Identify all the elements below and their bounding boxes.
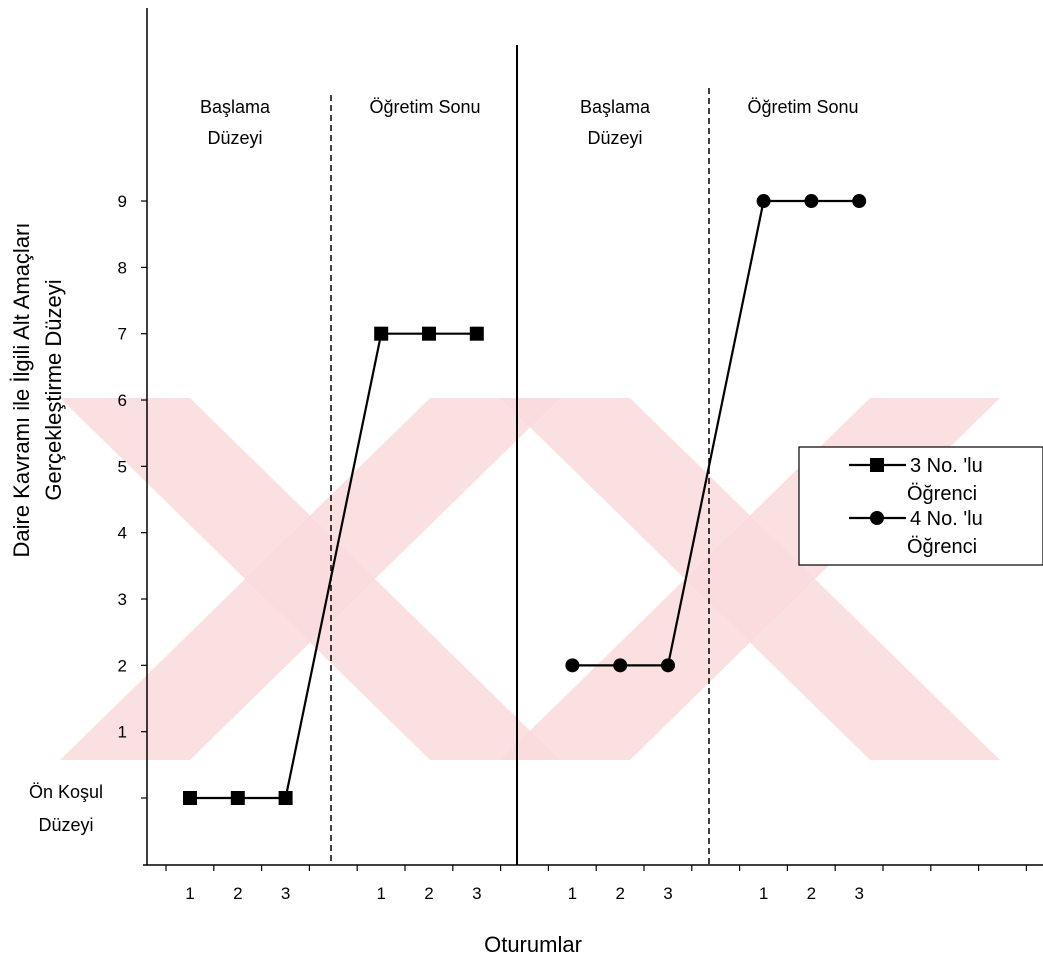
phase-label: Düzeyi <box>587 128 642 148</box>
phase-label: Öğretim Sonu <box>369 97 480 117</box>
phase-label: Öğretim Sonu <box>747 97 858 117</box>
y-tick-label: 1 <box>118 723 127 742</box>
y-axis-label-line: Gerçekleştirme Düzeyi <box>41 279 66 500</box>
x-tick-label: 3 <box>281 884 290 903</box>
legend-entry-text: 4 No. 'lu <box>910 508 983 530</box>
data-point-circle <box>565 658 580 673</box>
axes <box>141 8 1043 871</box>
data-point-square <box>278 791 293 805</box>
y-tick-label: 7 <box>118 325 127 344</box>
y-axis-label: Daire Kavramı ile İlgili Alt Amaçları Ger… <box>9 223 66 558</box>
legend-box <box>798 446 1043 566</box>
x-tick-label: 1 <box>376 884 385 903</box>
phase-label: Başlama <box>580 97 651 117</box>
data-point-circle <box>661 658 675 673</box>
x-tick-label: 2 <box>424 884 433 903</box>
y-baseline-label: Düzeyi <box>38 815 93 835</box>
phase-label: Başlama <box>200 97 271 117</box>
legend-marker-circle <box>870 511 884 525</box>
data-point-circle <box>804 194 819 209</box>
legend-marker-square <box>870 458 884 472</box>
y-tick-label: 8 <box>118 258 127 277</box>
y-tick-label: 2 <box>118 656 127 675</box>
series-line <box>572 199 860 667</box>
data-point-circle <box>852 194 867 209</box>
tick-labels: 1 2 3 4 5 6 7 8 9 Ön Koşul Düzeyi 1 2 3 1 2 3 1 2 3 1 2 3 <box>29 192 864 903</box>
data-point-circle <box>613 658 628 673</box>
data-point-square <box>469 326 484 341</box>
x-tick-label: 1 <box>185 884 194 903</box>
phase-label: Düzeyi <box>207 128 262 148</box>
x-tick-label: 3 <box>472 884 481 903</box>
y-tick-label: 9 <box>118 192 127 211</box>
series-line <box>190 332 477 800</box>
series-1 <box>183 326 484 805</box>
y-axis-label-line: Daire Kavramı ile İlgili Alt Amaçları <box>9 223 34 558</box>
data-point-square <box>422 326 436 341</box>
x-tick-label: 1 <box>759 884 768 903</box>
y-tick-label: 6 <box>118 391 127 410</box>
y-tick-label: 5 <box>118 457 127 476</box>
x-tick-label: 2 <box>807 884 816 903</box>
x-tick-label: 1 <box>568 884 577 903</box>
data-point-square <box>183 791 197 805</box>
x-axis-label: Oturumlar <box>484 932 582 957</box>
y-baseline-label: Ön Koşul <box>29 782 103 802</box>
series <box>183 194 867 805</box>
y-tick-label: 4 <box>118 524 127 543</box>
legend: 3 No. 'lu Öğrenci 4 No. 'lu Öğrenci <box>798 446 1043 566</box>
x-axis-label-text: Oturumlar <box>484 932 582 957</box>
legend-entry-text: Öğrenci <box>907 483 977 505</box>
series-2 <box>565 194 867 673</box>
legend-entry-text: 3 No. 'lu <box>910 455 983 477</box>
x-tick-label: 2 <box>233 884 242 903</box>
legend-entry-text: Öğrenci <box>907 536 977 558</box>
data-point-square <box>374 326 389 341</box>
phase-labels: Başlama Düzeyi Öğretim Sonu Başlama Düzeyi Öğ… <box>200 97 859 148</box>
data-point-square <box>230 791 245 805</box>
x-tick-label: 2 <box>615 884 624 903</box>
y-tick-label: 3 <box>118 590 127 609</box>
watermark-band <box>60 398 560 760</box>
x-tick-label: 3 <box>663 884 672 903</box>
x-tick-label: 3 <box>854 884 863 903</box>
data-point-circle <box>756 194 771 209</box>
